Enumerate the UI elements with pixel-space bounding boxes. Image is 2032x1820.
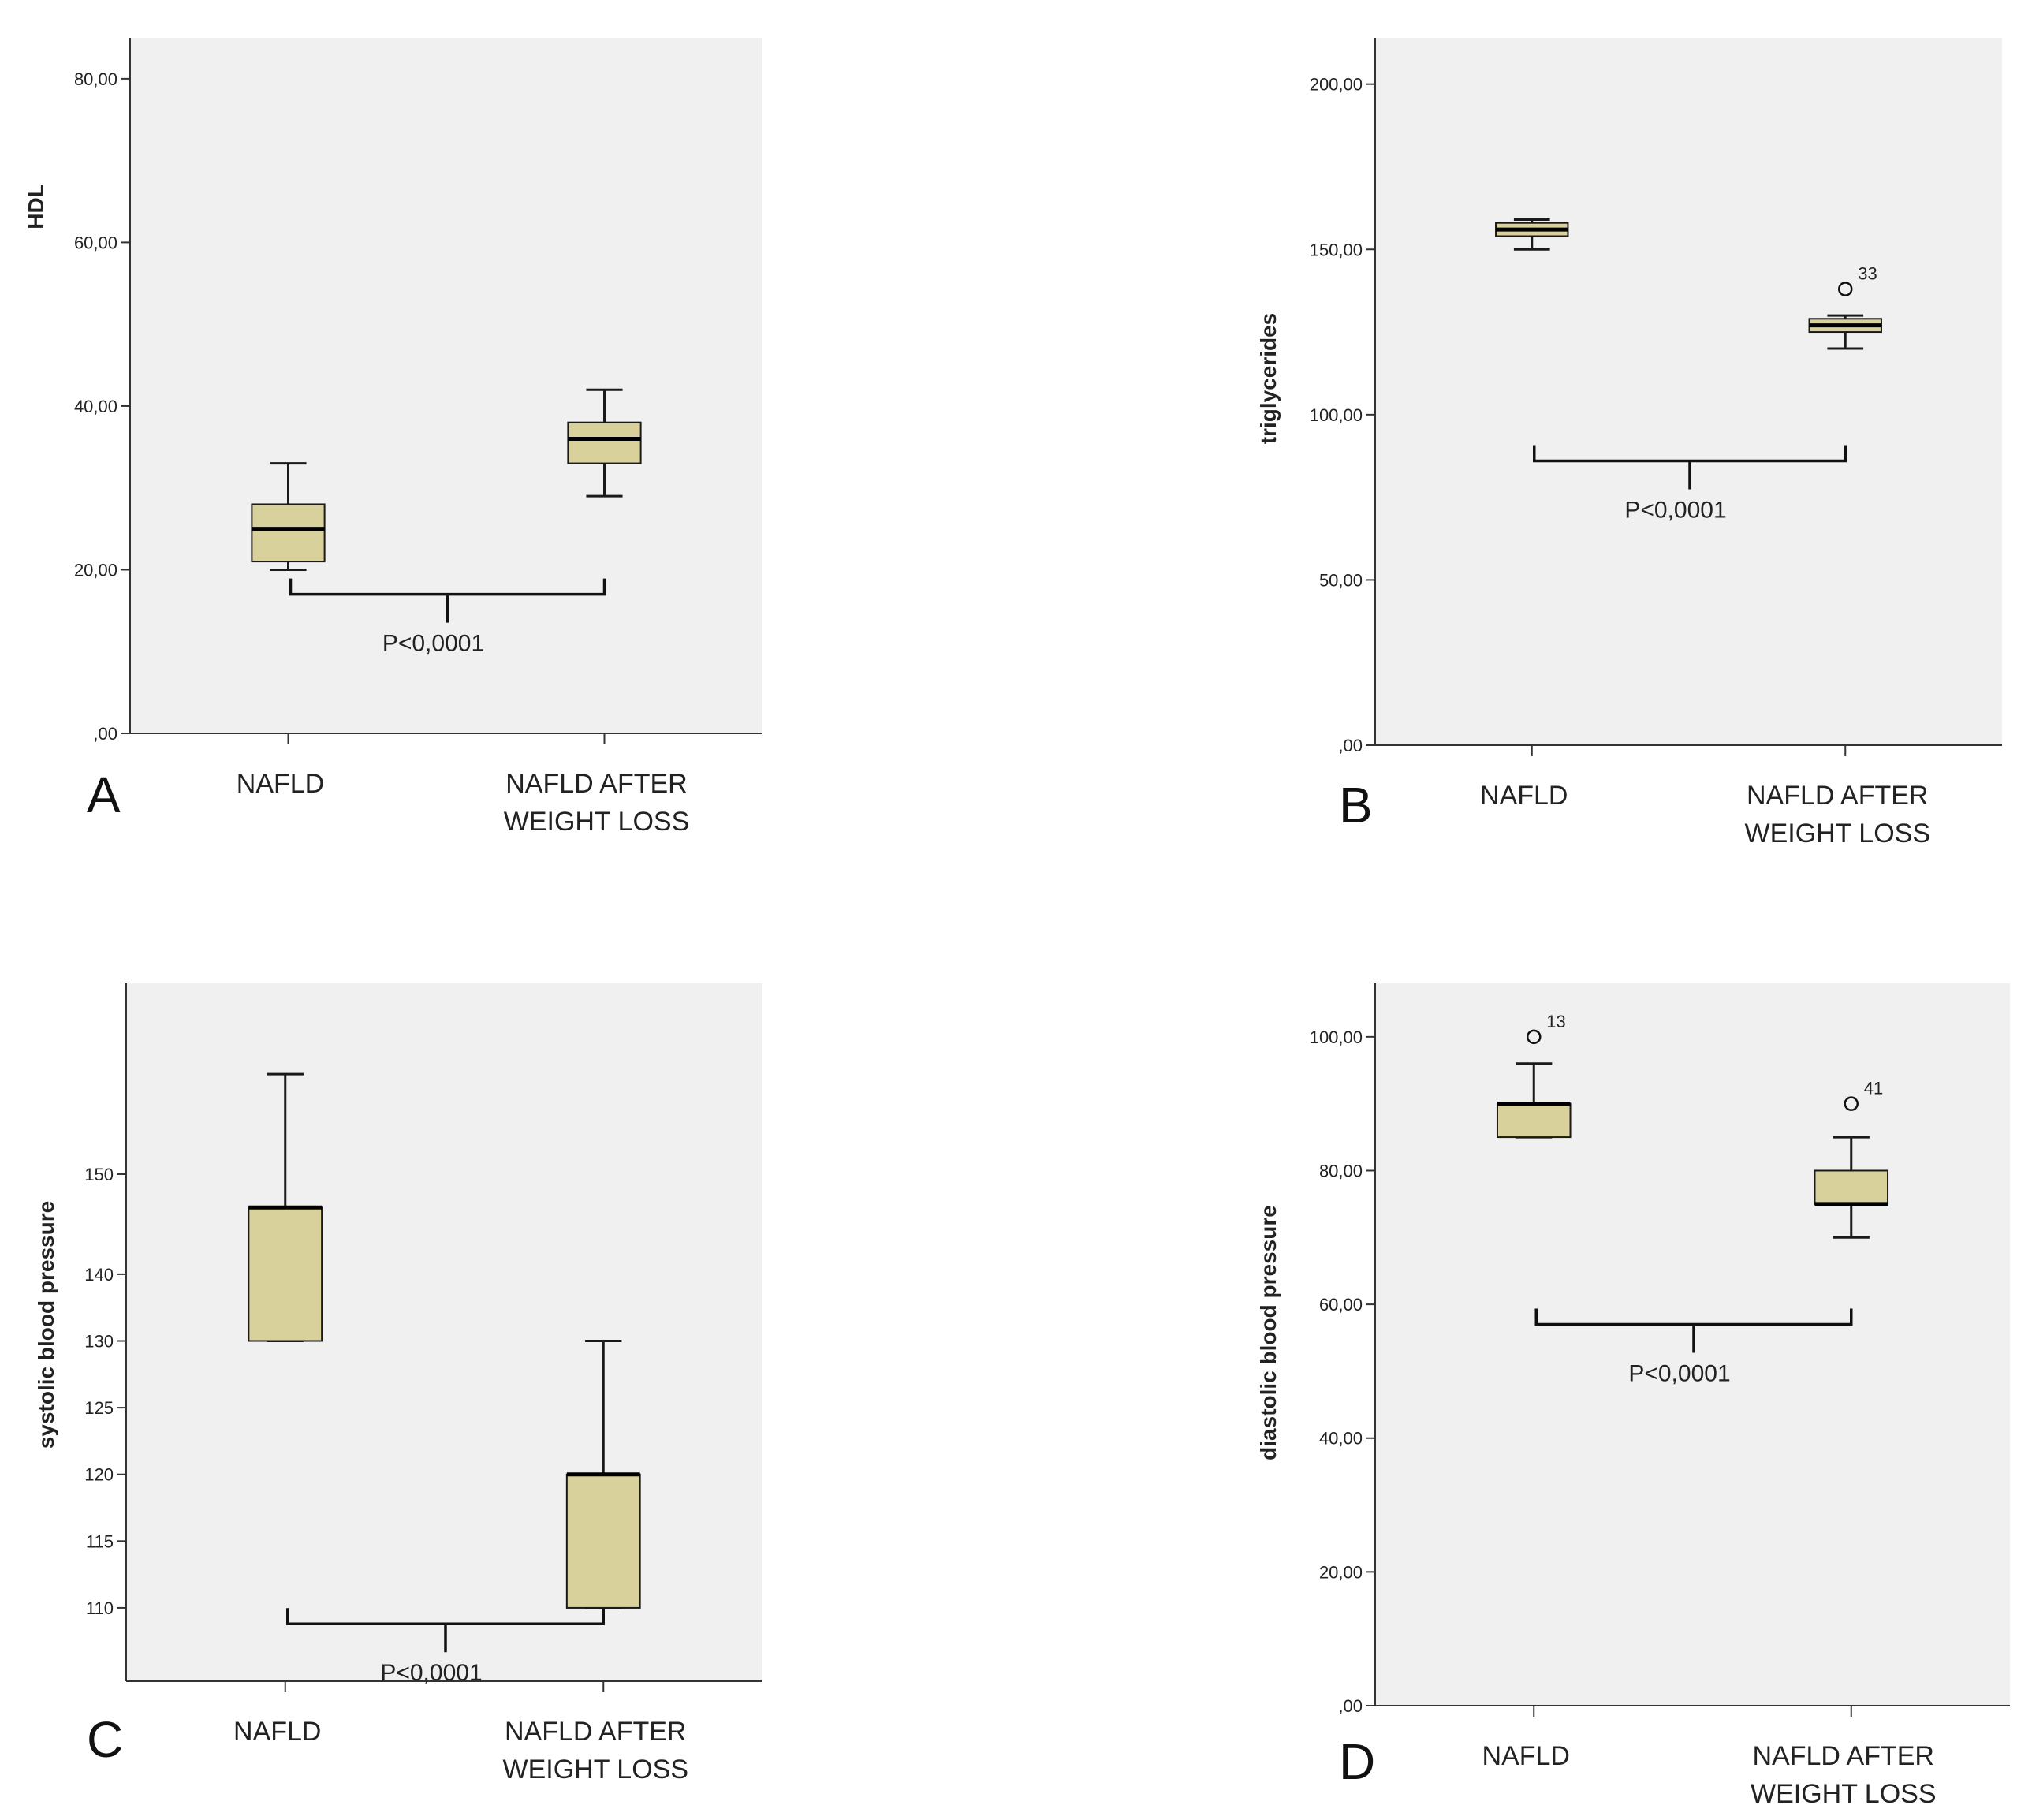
box xyxy=(567,421,642,464)
x-tick-label: NAFLD xyxy=(233,1717,321,1747)
panel-letter: B xyxy=(1339,777,1373,834)
outlier-point xyxy=(1838,282,1853,296)
box xyxy=(1496,1102,1572,1139)
x-tick-label: WEIGHT LOSS xyxy=(504,807,690,837)
panel-c: systolic blood pressure C P<0,0001 110 11… xyxy=(34,983,762,1785)
y-tick-label: 40,00 xyxy=(74,397,117,416)
y-axis-label: diastolic blood pressure xyxy=(1256,1205,1281,1460)
p-value-label: P<0,0001 xyxy=(380,1660,482,1686)
significance-bracket xyxy=(1533,445,1847,490)
y-tick-label: 115 xyxy=(86,1531,114,1551)
x-tick-label: WEIGHT LOSS xyxy=(1744,819,1930,848)
box xyxy=(1814,1169,1889,1205)
outlier-label: 13 xyxy=(1546,1012,1565,1031)
plot-area xyxy=(1375,38,2002,745)
x-tick-label: NAFLD AFTER xyxy=(1753,1741,1934,1771)
x-tick-label: NAFLD AFTER xyxy=(1747,781,1928,811)
x-tick-label: WEIGHT LOSS xyxy=(1751,1779,1937,1809)
significance-bracket xyxy=(1534,1308,1853,1353)
y-tick-label: 40,00 xyxy=(1319,1429,1363,1449)
box xyxy=(251,503,326,563)
y-tick-label: 150,00 xyxy=(1310,240,1363,259)
y-tick-label: 100,00 xyxy=(1310,1027,1363,1047)
panel-a: HDL A P<0,0001 ,00 20,00 40,00 60,00 80,00 NA… xyxy=(24,38,762,837)
plot-area xyxy=(126,983,762,1681)
y-tick-label: 110 xyxy=(86,1598,114,1618)
x-tick-label: NAFLD xyxy=(1480,781,1568,811)
panel-letter: D xyxy=(1339,1733,1375,1790)
p-value-label: P<0,0001 xyxy=(382,631,484,657)
y-tick-label: ,00 xyxy=(93,724,117,744)
y-tick-label: 200,00 xyxy=(1310,75,1363,95)
plot-area xyxy=(130,38,762,733)
panel-d: diastolic blood pressure D P<0,0001 ,00 2… xyxy=(1256,983,2010,1809)
box xyxy=(248,1206,323,1342)
significance-bracket xyxy=(286,1608,605,1653)
panel-b: triglycerides B P<0,0001 ,00 50,00 100,00 1… xyxy=(1256,38,2002,848)
x-tick-label: NAFLD xyxy=(1482,1741,1570,1771)
outlier-label: 41 xyxy=(1864,1079,1883,1098)
outlier-label: 33 xyxy=(1858,264,1877,284)
y-tick-label: 20,00 xyxy=(1319,1562,1363,1582)
box xyxy=(565,1473,641,1609)
panel-letter: A xyxy=(87,766,121,823)
y-axis-label: systolic blood pressure xyxy=(34,1201,58,1449)
y-tick-label: 125 xyxy=(84,1398,114,1418)
y-tick-label: 50,00 xyxy=(1319,570,1363,590)
y-tick-label: 60,00 xyxy=(74,233,117,252)
y-tick-label: 100,00 xyxy=(1310,405,1363,425)
y-tick-label: 120 xyxy=(84,1465,114,1485)
y-tick-label: 150 xyxy=(84,1165,114,1184)
x-tick-label: NAFLD AFTER xyxy=(505,1717,686,1747)
p-value-label: P<0,0001 xyxy=(1628,1361,1730,1387)
outlier-point xyxy=(1844,1096,1859,1111)
y-tick-label: 80,00 xyxy=(1319,1161,1363,1180)
y-tick-label: 20,00 xyxy=(74,560,117,580)
x-tick-label: NAFLD AFTER xyxy=(505,769,687,799)
y-tick-label: 140 xyxy=(84,1265,114,1285)
x-tick-label: WEIGHT LOSS xyxy=(502,1755,688,1785)
outlier-point xyxy=(1527,1029,1542,1045)
y-tick-label: ,00 xyxy=(1338,736,1363,755)
x-tick-label: NAFLD xyxy=(237,769,324,799)
y-tick-label: 130 xyxy=(84,1331,114,1351)
y-axis-label: triglycerides xyxy=(1256,313,1281,445)
panel-letter: C xyxy=(87,1711,123,1768)
significance-bracket xyxy=(289,578,606,623)
p-value-label: P<0,0001 xyxy=(1624,498,1726,524)
y-tick-label: 60,00 xyxy=(1319,1295,1363,1315)
y-tick-label: 80,00 xyxy=(74,69,117,89)
y-axis-label: HDL xyxy=(24,184,48,229)
y-tick-label: ,00 xyxy=(1338,1696,1363,1716)
